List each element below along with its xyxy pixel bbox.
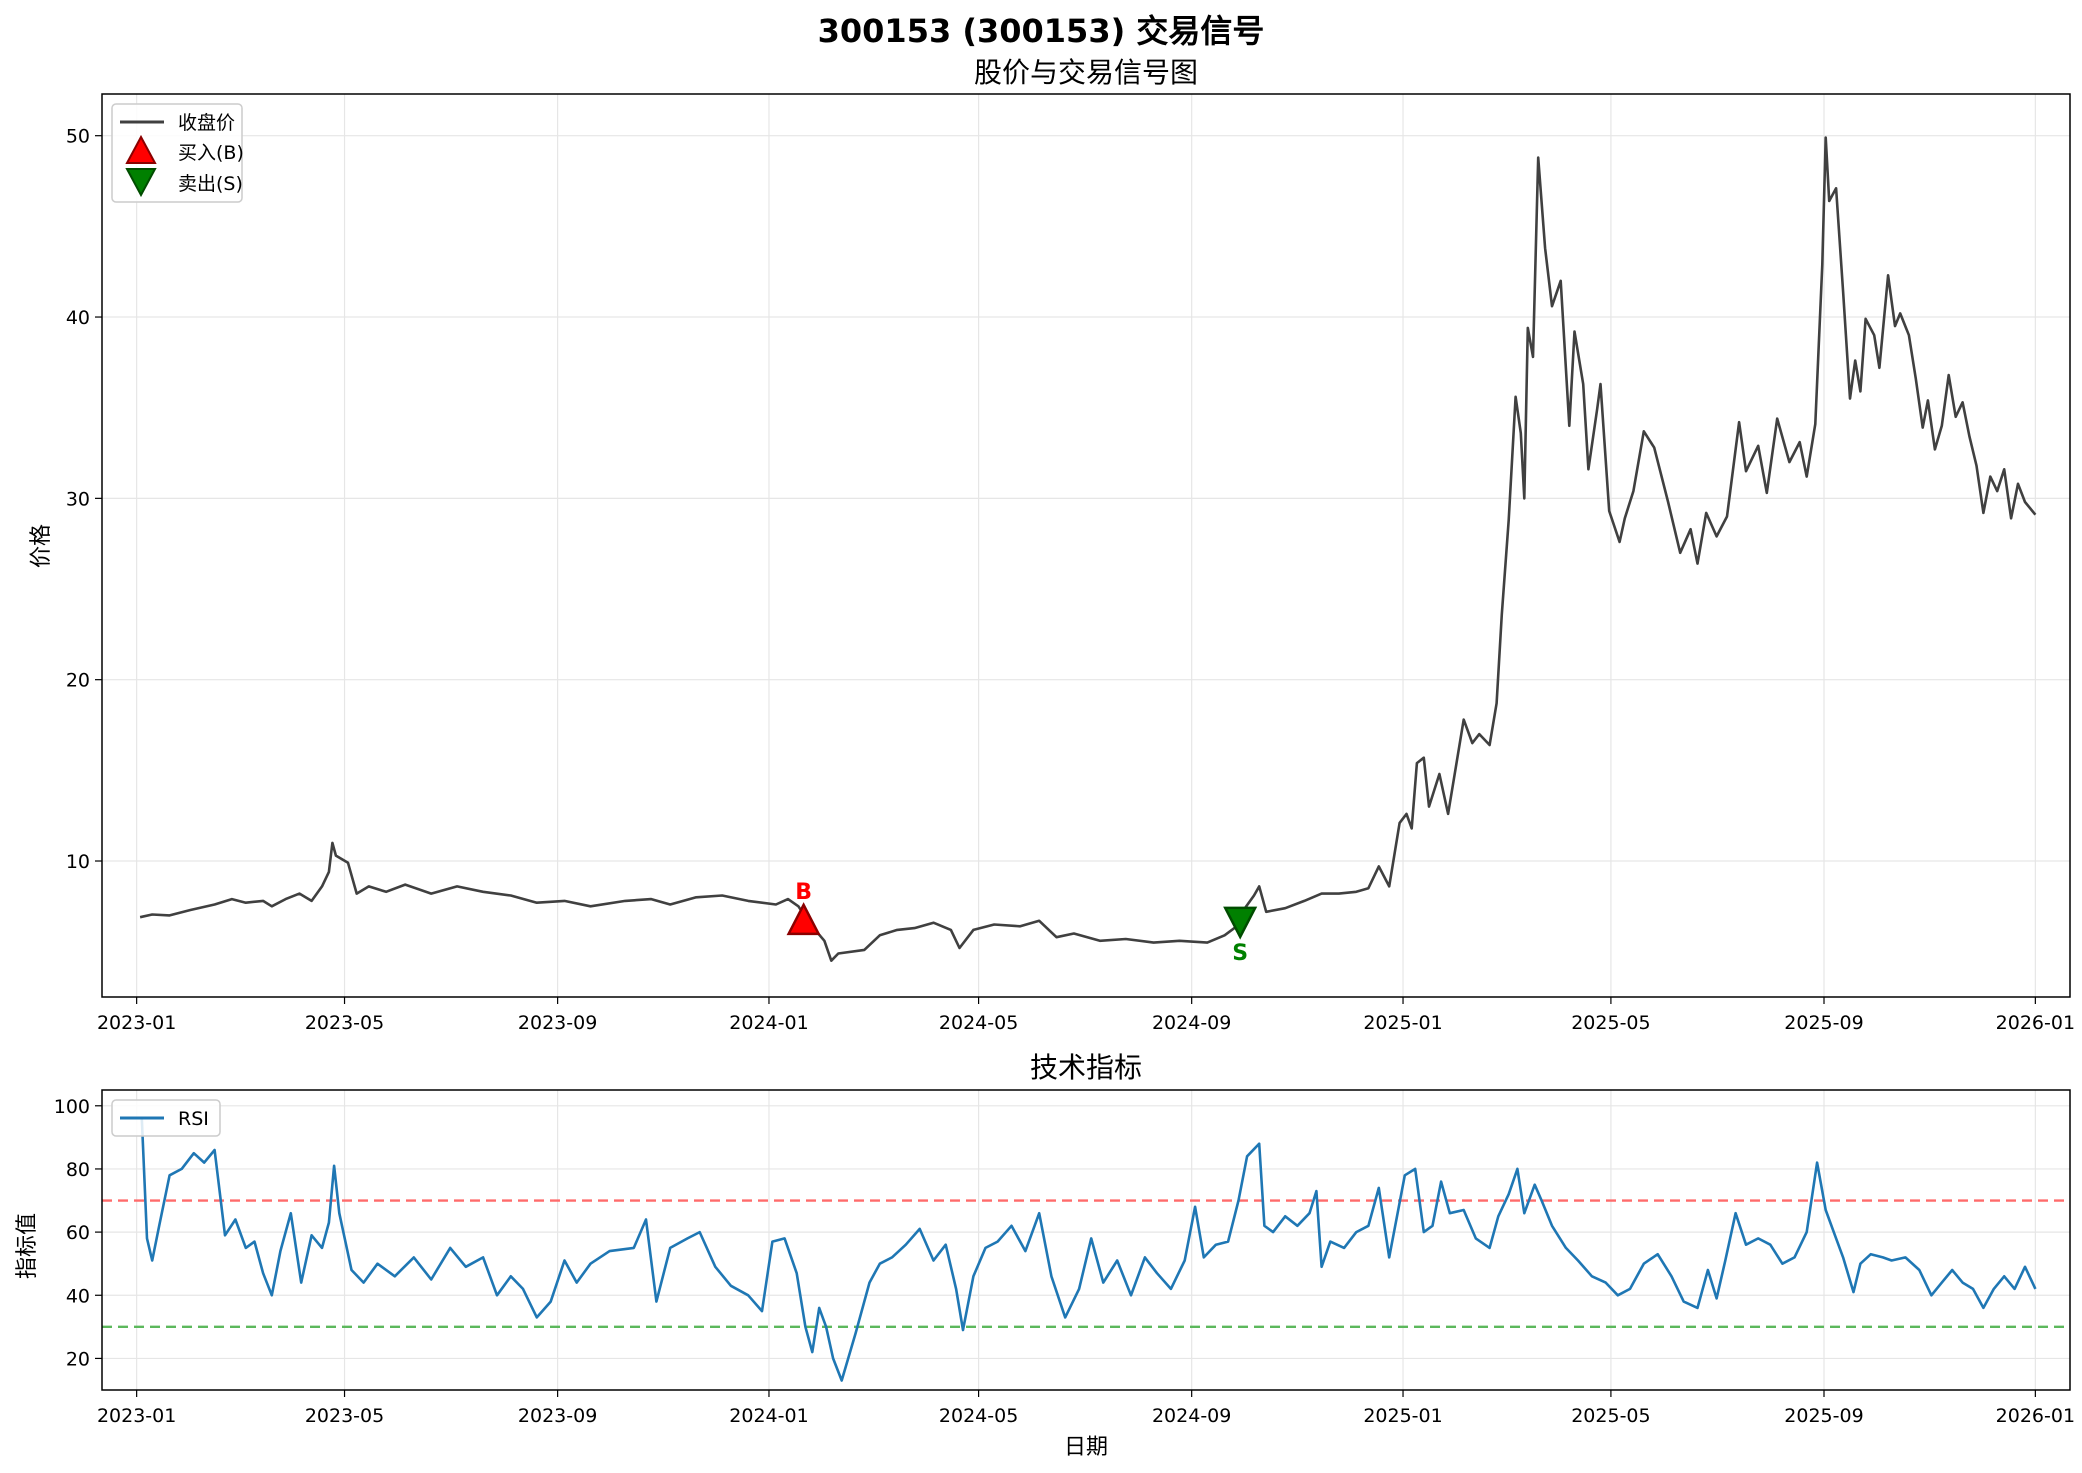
- legend-buy-label: 买入(B): [178, 142, 244, 164]
- price-y-tick-label: 10: [66, 851, 90, 873]
- rsi-legend-box: [111, 1099, 221, 1137]
- price-x-tick-label: 2024-05: [939, 1012, 1018, 1034]
- trade-signals: BS: [786, 880, 1258, 966]
- rsi-x-tick-label: 2024-01: [729, 1405, 808, 1427]
- legend-close-price-label: 收盘价: [178, 112, 235, 134]
- rsi-series-line: [140, 1118, 2037, 1382]
- price-x-ticks: 2023-01 2023-05 2023-09 2024-01 2024-05 2024-…: [97, 997, 2075, 1034]
- price-x-tick-label: 2023-01: [97, 1012, 176, 1034]
- price-y-axis-label: 价格: [29, 524, 54, 568]
- rsi-y-tick-label: 80: [66, 1159, 90, 1181]
- legend-buy-marker: [125, 134, 157, 164]
- rsi-y-tick-label: 100: [54, 1096, 90, 1118]
- price-x-tick-label: 2025-01: [1363, 1012, 1442, 1034]
- rsi-x-tick-label: 2024-05: [939, 1405, 1018, 1427]
- rsi-y-axis-label: 指标值: [15, 1213, 40, 1279]
- price-y-tick-label: 20: [66, 670, 90, 692]
- buy-signal-label: B: [795, 880, 812, 905]
- rsi-x-tick-label: 2023-05: [305, 1405, 384, 1427]
- rsi-y-tick-label: 40: [66, 1285, 90, 1307]
- rsi-chart-title: 技术指标: [1030, 1051, 1142, 1084]
- legend-sell-label: 卖出(S): [178, 173, 243, 195]
- rsi-y-ticks: 20 40 60 80 100: [54, 1096, 102, 1370]
- legend-rsi-label: RSI: [178, 1108, 209, 1130]
- legend-sell-marker: [125, 168, 157, 198]
- rsi-series: [140, 1118, 2037, 1382]
- price-x-tick-label: 2025-05: [1571, 1012, 1650, 1034]
- rsi-legend: RSI: [111, 1099, 221, 1137]
- rsi-x-tick-label: 2025-09: [1784, 1405, 1863, 1427]
- price-x-tick-label: 2024-01: [729, 1012, 808, 1034]
- rsi-x-tick-label: 2023-09: [518, 1405, 597, 1427]
- rsi-y-tick-label: 20: [66, 1348, 90, 1370]
- rsi-x-tick-label: 2026-01: [1996, 1405, 2075, 1427]
- rsi-y-tick-label: 60: [66, 1222, 90, 1244]
- price-y-ticks: 10 20 30 40 50: [66, 126, 102, 873]
- price-gridlines: [102, 94, 2070, 997]
- price-y-tick-label: 50: [66, 126, 90, 148]
- price-y-tick-label: 40: [66, 307, 90, 329]
- price-series: [139, 136, 2037, 962]
- rsi-x-tick-label: 2024-09: [1152, 1405, 1231, 1427]
- rsi-x-ticks: 2023-01 2023-05 2023-09 2024-01 2024-05 2024-…: [97, 1390, 2075, 1427]
- rsi-axes-frame: [101, 1089, 2071, 1391]
- sell-signal-marker: [1223, 906, 1258, 940]
- price-x-tick-label: 2023-09: [518, 1012, 597, 1034]
- price-chart-title: 股价与交易信号图: [974, 56, 1198, 89]
- rsi-x-tick-label: 2025-01: [1363, 1405, 1442, 1427]
- price-axes-frame: [101, 93, 2071, 998]
- price-x-tick-label: 2026-01: [1996, 1012, 2075, 1034]
- price-series-line: [139, 136, 2037, 962]
- price-x-tick-label: 2023-05: [305, 1012, 384, 1034]
- rsi-x-axis-label: 日期: [1064, 1435, 1108, 1460]
- rsi-x-tick-label: 2023-01: [97, 1405, 176, 1427]
- rsi-reference-lines: [102, 1199, 2070, 1329]
- sell-signal-label: S: [1232, 941, 1248, 966]
- buy-signal-marker: [786, 902, 821, 936]
- price-legend: 收盘价 买入(B) 卖出(S): [111, 103, 244, 203]
- rsi-x-tick-label: 2025-05: [1571, 1405, 1650, 1427]
- price-x-tick-label: 2025-09: [1784, 1012, 1863, 1034]
- figure-suptitle: 300153 (300153) 交易信号: [818, 12, 1265, 50]
- rsi-gridlines: [102, 1090, 2070, 1390]
- price-x-tick-label: 2024-09: [1152, 1012, 1231, 1034]
- price-y-tick-label: 30: [66, 488, 90, 510]
